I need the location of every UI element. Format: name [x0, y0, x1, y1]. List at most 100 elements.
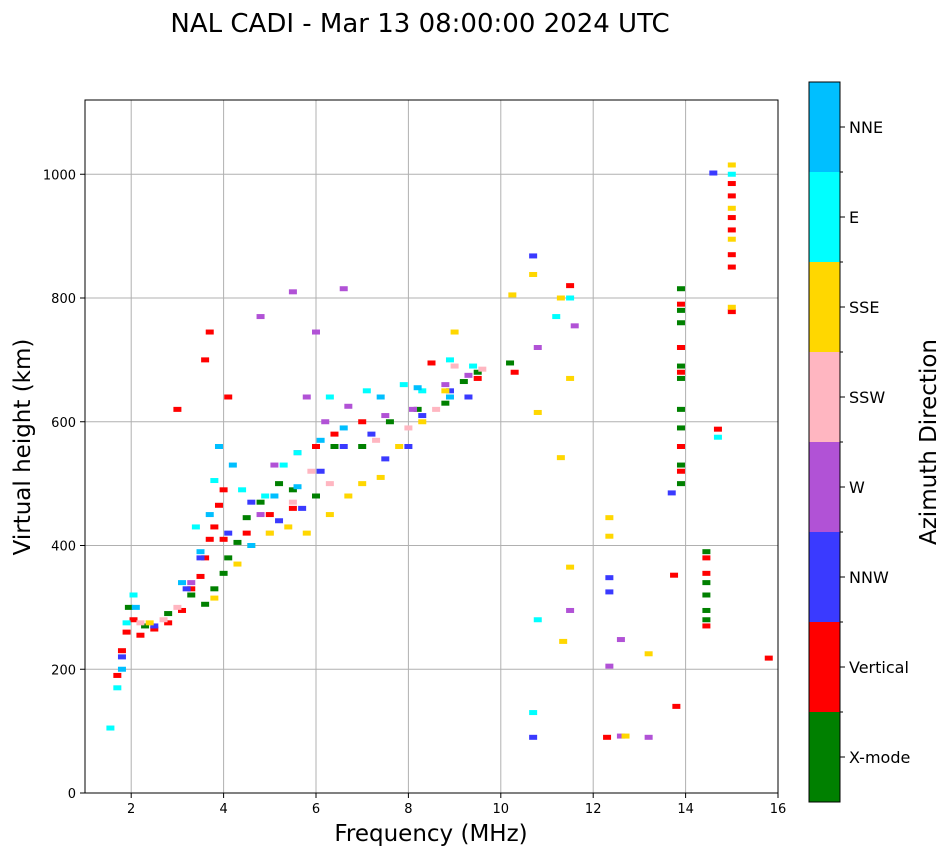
data-point	[409, 406, 418, 412]
data-point	[275, 518, 284, 524]
colorbar-label: Azimuth Direction	[916, 339, 942, 545]
data-point	[344, 403, 353, 409]
data-points	[106, 162, 773, 740]
data-point	[113, 685, 122, 691]
data-point	[533, 345, 542, 350]
data-point	[270, 462, 279, 468]
data-point	[256, 499, 265, 505]
colorbar-border	[808, 81, 841, 803]
data-point	[702, 555, 711, 561]
colorbar-tick-label: NNW	[849, 568, 889, 587]
data-point	[376, 474, 385, 480]
data-point	[173, 604, 182, 610]
data-point	[529, 710, 538, 716]
colorbar-swatch	[809, 172, 840, 262]
data-point	[330, 444, 339, 449]
data-point	[256, 314, 265, 320]
data-point	[676, 462, 685, 468]
data-point	[727, 304, 736, 310]
data-point	[159, 617, 168, 623]
data-point	[129, 592, 138, 598]
data-point	[261, 493, 270, 499]
data-point	[224, 555, 233, 561]
plot-border	[84, 99, 779, 794]
data-point	[265, 512, 274, 518]
data-point	[559, 638, 568, 644]
data-point	[418, 419, 427, 425]
data-point	[256, 512, 265, 518]
colorbar-swatch	[809, 442, 840, 532]
y-tick-label: 400	[51, 540, 76, 555]
data-point	[556, 455, 565, 461]
data-point	[325, 512, 334, 518]
series-w	[187, 286, 653, 740]
x-axis-label: Frequency (MHz)	[334, 821, 527, 847]
colorbar-swatch	[809, 532, 840, 622]
data-point	[676, 481, 685, 487]
data-point	[358, 481, 367, 487]
data-point	[702, 592, 711, 598]
colorbar-swatches: X-mode Vertical NNW W SSW SSE E NNE	[809, 82, 910, 802]
data-point	[676, 468, 685, 474]
data-point	[325, 394, 334, 400]
data-point	[727, 205, 736, 211]
data-point	[339, 425, 348, 431]
data-point	[201, 555, 210, 561]
data-point	[676, 320, 685, 326]
data-point	[214, 444, 223, 449]
data-point	[667, 490, 676, 496]
data-point	[201, 601, 210, 607]
data-point	[450, 329, 459, 335]
data-point	[178, 580, 187, 586]
y-tick-label: 0	[68, 787, 76, 802]
data-point	[187, 586, 196, 592]
chart-title: NAL CADI - Mar 13 08:00:00 2024 UTC	[170, 9, 669, 39]
data-point	[702, 549, 711, 555]
data-point	[270, 493, 279, 499]
data-point	[404, 425, 413, 431]
data-point	[113, 672, 122, 678]
data-point	[358, 419, 367, 425]
series-nne	[117, 385, 454, 672]
y-tick-label: 800	[51, 292, 76, 307]
colorbar-swatch	[809, 622, 840, 712]
data-point	[676, 301, 685, 307]
data-point	[404, 444, 413, 449]
data-point	[214, 502, 223, 508]
y-tick-label: 1000	[43, 168, 76, 183]
data-point	[399, 382, 408, 388]
y-tick-label: 200	[51, 663, 76, 678]
data-point	[676, 425, 685, 431]
data-point	[129, 617, 138, 623]
data-point	[464, 372, 473, 378]
data-point	[727, 236, 736, 242]
data-point	[478, 366, 487, 372]
data-point	[117, 654, 126, 660]
data-point	[709, 170, 718, 176]
data-point	[288, 499, 297, 505]
data-point	[312, 444, 320, 449]
data-point	[450, 363, 459, 369]
data-point	[288, 505, 297, 511]
y-axis-label: Virtual height (km)	[10, 339, 36, 556]
data-point	[566, 607, 575, 613]
data-point	[265, 530, 274, 536]
data-point	[339, 444, 348, 449]
data-point	[529, 271, 538, 277]
data-point	[605, 575, 614, 581]
x-tick-label: 14	[677, 802, 694, 817]
data-point	[510, 369, 519, 375]
series-x-mode	[124, 286, 711, 629]
data-point	[372, 437, 381, 443]
data-point	[302, 394, 311, 400]
data-point	[529, 734, 538, 740]
data-point	[150, 626, 159, 632]
data-point	[418, 413, 427, 419]
data-point	[201, 357, 210, 363]
data-point	[293, 484, 302, 490]
data-point	[616, 733, 625, 739]
data-point	[196, 549, 205, 555]
colorbar-swatch	[809, 352, 840, 442]
grid-lines	[85, 100, 779, 794]
data-point	[362, 388, 371, 394]
